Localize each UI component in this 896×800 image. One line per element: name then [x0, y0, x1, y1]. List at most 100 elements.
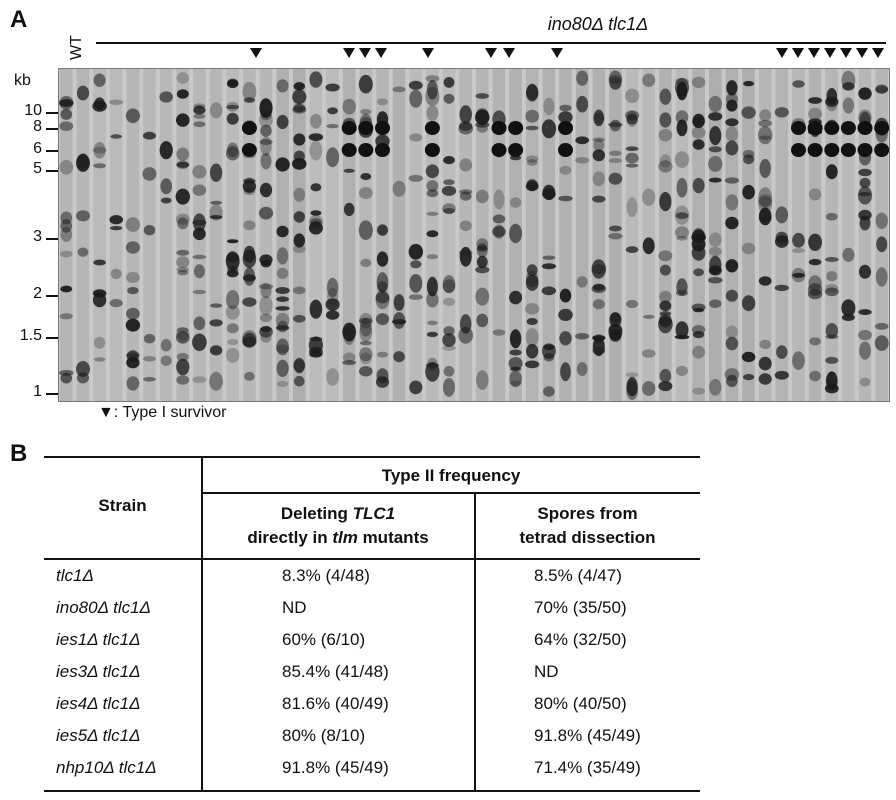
gel-lane: [591, 68, 607, 402]
header-type-ii-frequency: Type II frequency: [381, 466, 521, 485]
row-spores-value: ND: [534, 662, 559, 681]
header-direct-deletion: Deleting TLC1 directly in tlm mutants: [202, 502, 474, 550]
type-i-arrow: [872, 48, 884, 58]
gel-lane: [424, 68, 440, 402]
strain-title: ino80Δ tlc1Δ: [547, 14, 649, 34]
kb-marker-label: 1.5: [19, 327, 42, 344]
type-i-legend: ▼: Type I survivor: [98, 404, 226, 422]
kb-marker-label: 8: [33, 118, 42, 135]
gel-lane: [76, 68, 90, 402]
kb-marker-label: 10: [24, 102, 42, 119]
type-i-arrow: [422, 48, 434, 58]
header-spores: Spores from tetrad dissection: [475, 502, 700, 550]
gel-lane: [791, 68, 806, 402]
kb-tick: [46, 170, 60, 172]
gel-lane: [341, 68, 357, 402]
gel-lane: [840, 68, 856, 402]
gel-lane: [824, 68, 840, 402]
gel-lane: [209, 68, 224, 402]
row-spores-value: 71.4% (35/49): [534, 758, 641, 777]
gel-lane: [758, 68, 773, 402]
type-i-arrow: [503, 48, 515, 58]
row-strain: ies3Δ tlc1Δ: [56, 662, 141, 681]
gel-lane: [857, 68, 873, 402]
gel-lane: [874, 68, 890, 402]
type-i-arrow: [824, 48, 836, 58]
type-i-arrow: [776, 48, 788, 58]
panel-a-letter: A: [10, 6, 28, 33]
gel-lane: [391, 68, 407, 402]
gel-lane: [258, 68, 274, 402]
gel-lane: [92, 68, 107, 402]
gel-lane: [641, 68, 656, 402]
row-spores-value: 91.8% (45/49): [534, 726, 641, 745]
gel-lane: [691, 68, 706, 402]
gel-lane: [241, 68, 257, 402]
gel-lane: [59, 68, 74, 402]
table-bottom-rule: [44, 790, 700, 792]
table-header-rule: [44, 558, 700, 560]
row-spores-value: 8.5% (4/47): [534, 566, 622, 585]
type-i-arrow: [792, 48, 804, 58]
row-strain: nhp10Δ tlc1Δ: [56, 758, 157, 777]
table-group-rule: [202, 492, 700, 494]
type-i-arrow: [375, 48, 387, 58]
row-direct-value: 85.4% (41/48): [282, 662, 389, 681]
legend-text: : Type I survivor: [113, 404, 227, 421]
gel-lane: [708, 68, 723, 402]
kb-tick: [46, 393, 60, 395]
gel-lane: [275, 68, 290, 402]
gel-lane: [608, 68, 623, 402]
gel-lane: [292, 68, 307, 402]
type-i-arrow: [359, 48, 371, 58]
row-strain: tlc1Δ: [56, 566, 94, 585]
header-strain: Strain: [98, 496, 147, 515]
gel-lane: [458, 68, 474, 402]
gel-border: [58, 68, 890, 402]
header-spores-line1: Spores from: [537, 504, 638, 523]
gel-lane: [308, 68, 324, 402]
legend-arrow-icon: ▼: [98, 404, 114, 421]
kb-tick: [46, 295, 60, 297]
gel-lane: [325, 68, 340, 402]
header-direct-post: mutants: [357, 528, 429, 547]
gel-lane: [658, 68, 673, 402]
gel-lane: [674, 68, 690, 402]
gel-lane: [741, 68, 756, 402]
table-divider: [474, 492, 476, 792]
kb-tick: [46, 112, 60, 114]
row-direct-value: 91.8% (45/49): [282, 758, 389, 777]
gel-lane: [508, 68, 524, 402]
type-i-arrow: [250, 48, 262, 58]
gel-lane: [358, 68, 374, 402]
gel-lane: [575, 68, 590, 402]
header-direct-pre2: directly in: [247, 528, 333, 547]
row-direct-value: 81.6% (40/49): [282, 694, 389, 713]
type-i-arrow: [343, 48, 355, 58]
kb-unit-label: kb: [14, 72, 31, 89]
row-direct-value: 60% (6/10): [282, 630, 366, 649]
gel-lane: [408, 68, 423, 402]
gel-lane: [524, 68, 540, 402]
type-i-arrow: [856, 48, 868, 58]
row-spores-value: 64% (32/50): [534, 630, 627, 649]
kb-marker-label: 6: [33, 140, 42, 157]
row-direct-value: ND: [282, 598, 307, 617]
panel-b-letter: B: [10, 440, 28, 467]
gel-lane: [225, 68, 240, 402]
type-i-arrow: [840, 48, 852, 58]
gel-lane: [807, 68, 823, 402]
table-top-rule: [44, 456, 700, 458]
row-strain: ies1Δ tlc1Δ: [56, 630, 141, 649]
wt-label: WT: [68, 35, 85, 60]
gel-lane: [375, 68, 390, 402]
gel-lane: [541, 68, 557, 402]
row-spores-value: 70% (35/50): [534, 598, 627, 617]
gel-lane: [774, 68, 789, 402]
type-i-arrow: [485, 48, 497, 58]
gel-lane: [558, 68, 573, 402]
strain-bar: [96, 42, 886, 44]
kb-tick: [46, 128, 60, 130]
kb-marker-label: 3: [33, 228, 42, 245]
gel-lane: [724, 68, 740, 402]
